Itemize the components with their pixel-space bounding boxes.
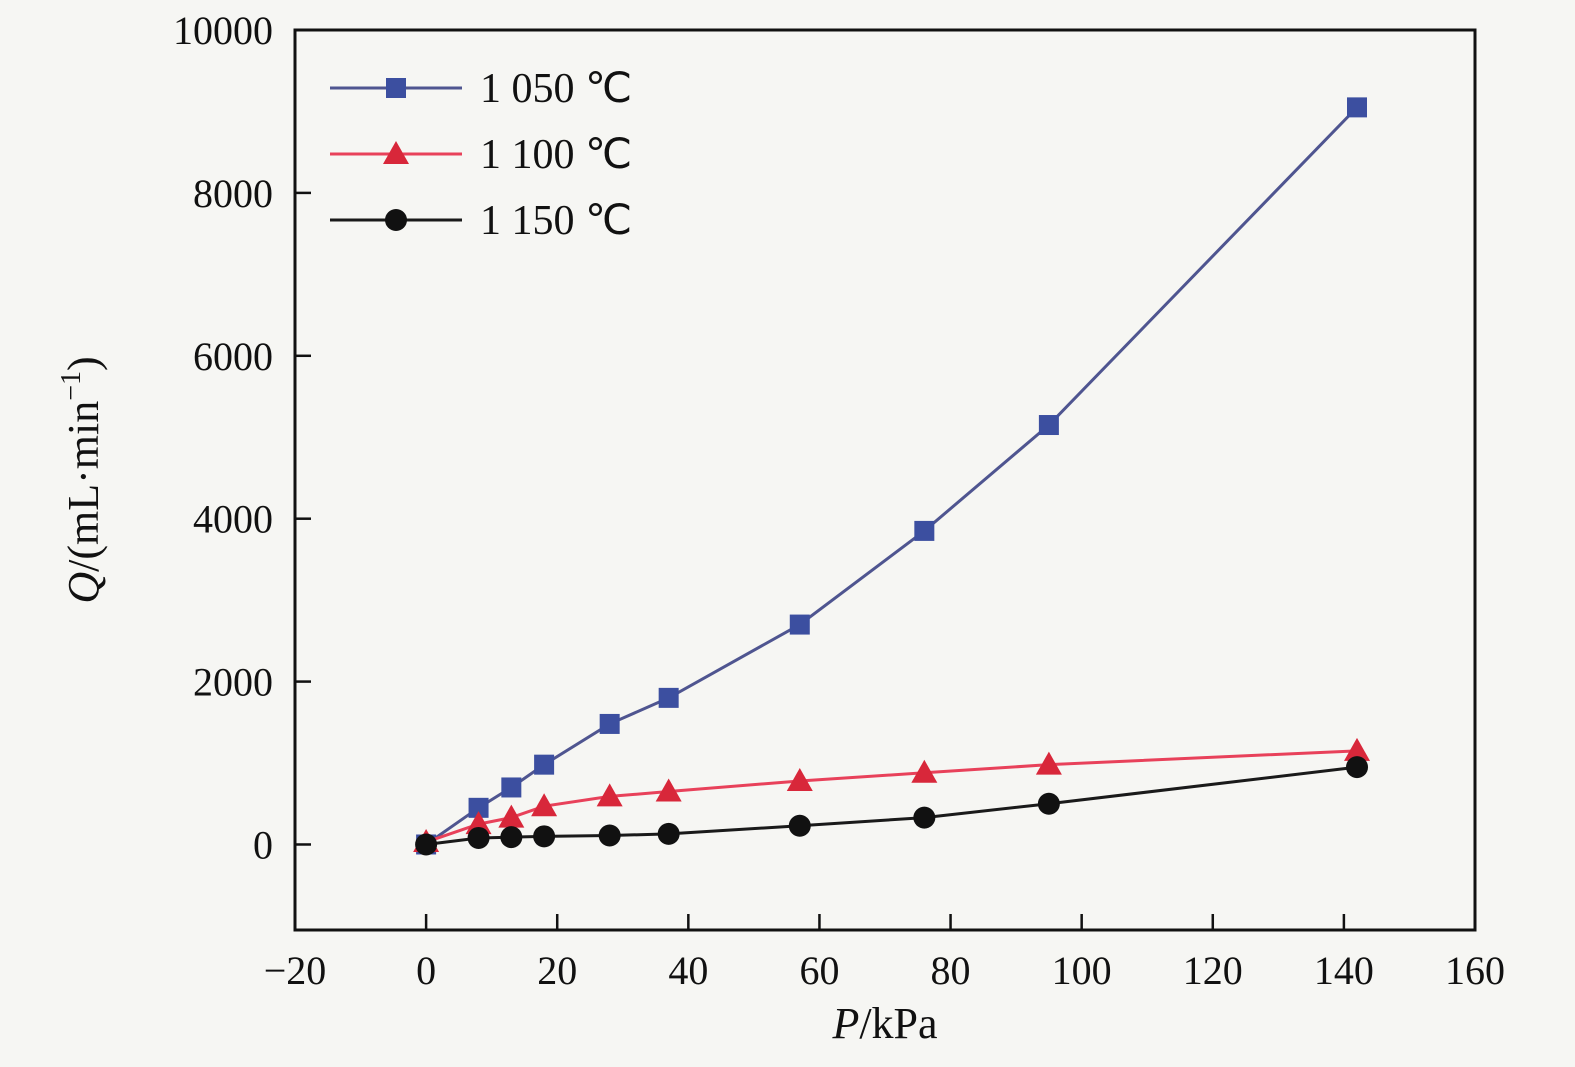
data-point-marker	[599, 713, 620, 734]
series-line-0	[425, 106, 1359, 846]
data-point-marker	[657, 822, 680, 845]
data-point-marker	[534, 754, 555, 775]
x-tick-label: 100	[1052, 948, 1112, 993]
series-line-1	[425, 749, 1358, 844]
legend-label: 1 150 ℃	[480, 198, 632, 244]
y-tick-label: 0	[253, 822, 273, 867]
x-axis-label-variable: P	[831, 999, 859, 1048]
data-point-marker	[911, 759, 938, 783]
y-axis-label-unit: /(mL·min	[59, 401, 108, 572]
data-point-marker	[415, 833, 438, 856]
series-line-2	[425, 765, 1358, 846]
data-point-marker	[655, 778, 682, 802]
y-axis-label-superscript: −1	[56, 371, 87, 401]
data-point-marker	[1344, 737, 1370, 761]
legend-marker	[383, 141, 409, 164]
x-tick-label: 160	[1445, 948, 1505, 993]
data-point-marker	[500, 826, 523, 849]
y-tick-label: 8000	[193, 171, 273, 216]
data-point-marker	[1037, 792, 1060, 815]
x-tick-label: 80	[931, 948, 971, 993]
data-point-marker	[1347, 97, 1367, 118]
data-point-marker	[1038, 415, 1059, 436]
data-point-marker	[596, 783, 623, 807]
x-tick-label: −20	[264, 948, 327, 993]
x-tick-label: 40	[668, 948, 708, 993]
data-point-marker	[1346, 756, 1368, 779]
x-tick-label: 0	[416, 948, 436, 993]
data-point-marker	[914, 520, 935, 541]
x-axis-label: P/kPa	[831, 999, 937, 1048]
y-axis-label-close: )	[59, 356, 108, 371]
x-tick-label: 60	[799, 948, 839, 993]
x-tick-label: 120	[1183, 948, 1243, 993]
data-point-marker	[468, 797, 489, 818]
data-point-marker	[533, 825, 556, 848]
data-point-marker	[788, 814, 811, 837]
y-axis-label: Q/(mL·min−1)	[56, 356, 108, 603]
chart-generated-content: −20 0 20 40 60 80 100 120 140 160 0 2000 4000 6000 800…	[173, 8, 1505, 993]
data-point-marker	[501, 777, 522, 798]
y-tick-label: 4000	[193, 497, 273, 542]
x-axis-label-unit: /kPa	[859, 999, 937, 1048]
data-point-marker	[465, 811, 492, 835]
x-tick-label: 140	[1314, 948, 1374, 993]
legend-marker	[385, 209, 407, 231]
y-axis-label-variable: Q	[59, 572, 108, 604]
legend-label: 1 100 ℃	[480, 132, 632, 178]
plot-area	[293, 28, 1477, 932]
legend-marker	[386, 78, 406, 98]
data-point-marker	[598, 824, 621, 847]
data-point-marker	[786, 767, 813, 791]
data-point-marker	[913, 806, 936, 829]
data-point-marker	[789, 614, 810, 635]
data-point-marker	[467, 826, 490, 849]
y-tick-label: 2000	[193, 660, 273, 705]
data-point-marker	[1035, 751, 1062, 775]
data-point-marker	[498, 804, 525, 828]
y-tick-label: 10000	[173, 8, 273, 53]
legend-label: 1 050 ℃	[480, 66, 632, 112]
data-point-marker	[531, 793, 558, 817]
x-tick-label: 20	[537, 948, 577, 993]
y-tick-label: 6000	[193, 334, 273, 379]
data-point-marker	[658, 687, 679, 708]
